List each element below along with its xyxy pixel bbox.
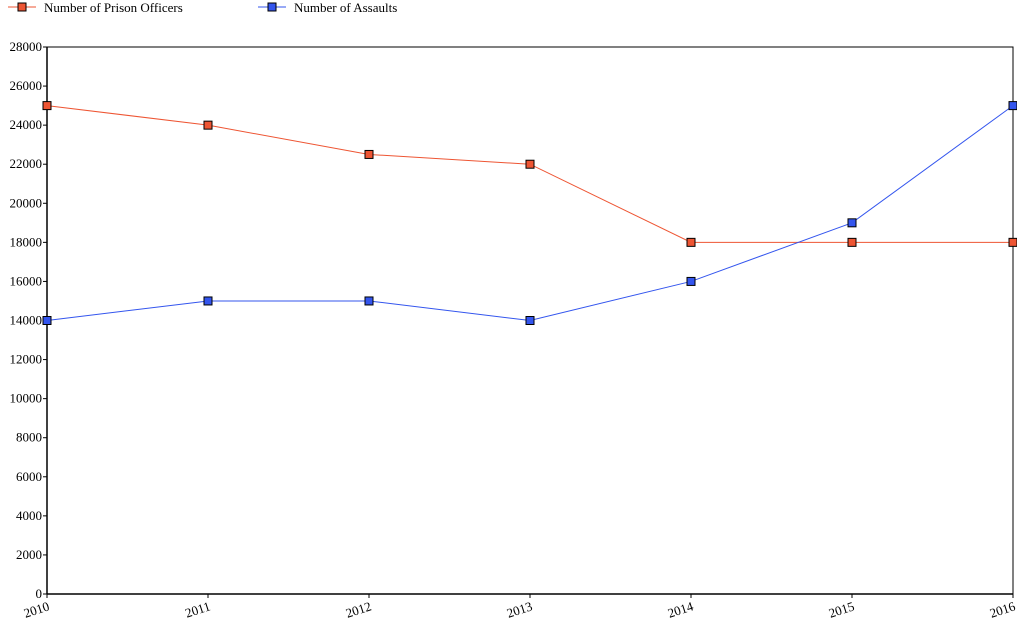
y-axis: 0 2000 4000 6000 8000 10000 12000 14000 16000 180… (10, 39, 48, 601)
y-tick-label: 4000 (16, 508, 42, 523)
x-tick-label: 2014 (666, 598, 696, 620)
legend-marker (267, 2, 277, 12)
y-tick-label: 22000 (10, 156, 43, 171)
y-tick-label: 14000 (10, 313, 43, 328)
y-tick-label: 6000 (16, 469, 42, 484)
data-point (525, 159, 535, 169)
data-point (42, 101, 52, 111)
data-point (847, 237, 857, 247)
data-point (686, 276, 696, 286)
x-axis: 2010 2011 2012 2013 2014 2015 2016 (22, 593, 1017, 621)
legend-item: Number of Assaults (258, 0, 397, 15)
data-point (847, 218, 857, 228)
series-line (46, 105, 1013, 243)
y-tick-label: 12000 (10, 352, 43, 367)
series-1 (42, 101, 1017, 325)
y-tick-label: 20000 (10, 195, 43, 210)
y-tick-label: 28000 (10, 39, 43, 54)
x-tick-label: 2013 (505, 598, 534, 620)
x-tick-label: 2011 (183, 598, 212, 620)
data-point (1008, 237, 1017, 247)
series-line (46, 105, 1014, 322)
data-point (203, 296, 213, 306)
y-tick-label: 26000 (10, 78, 43, 93)
y-tick-label: 2000 (16, 547, 42, 562)
legend-label: Number of Assaults (294, 0, 397, 15)
legend-label: Number of Prison Officers (44, 0, 183, 15)
data-point (203, 120, 213, 130)
x-tick-label: 2010 (22, 598, 51, 620)
legend-marker (17, 2, 27, 12)
y-tick-label: 8000 (16, 430, 42, 445)
y-tick-label: 16000 (10, 273, 43, 288)
chart-legend: Number of Prison Officers Number of Assau… (8, 0, 397, 15)
data-point (364, 296, 374, 306)
data-point (686, 237, 696, 247)
data-point (364, 149, 374, 159)
legend-item: Number of Prison Officers (8, 0, 183, 15)
x-tick-label: 2012 (344, 598, 373, 620)
y-tick-label: 10000 (10, 391, 43, 406)
data-point (1008, 101, 1017, 111)
data-point (42, 316, 52, 325)
y-tick-label: 0 (36, 586, 43, 601)
data-point (525, 316, 535, 325)
series-0 (42, 101, 1017, 247)
y-tick-label: 18000 (10, 234, 43, 249)
x-tick-label: 2016 (988, 598, 1017, 620)
y-tick-label: 24000 (10, 117, 43, 132)
x-tick-label: 2015 (827, 598, 856, 620)
series-layer (42, 101, 1017, 325)
